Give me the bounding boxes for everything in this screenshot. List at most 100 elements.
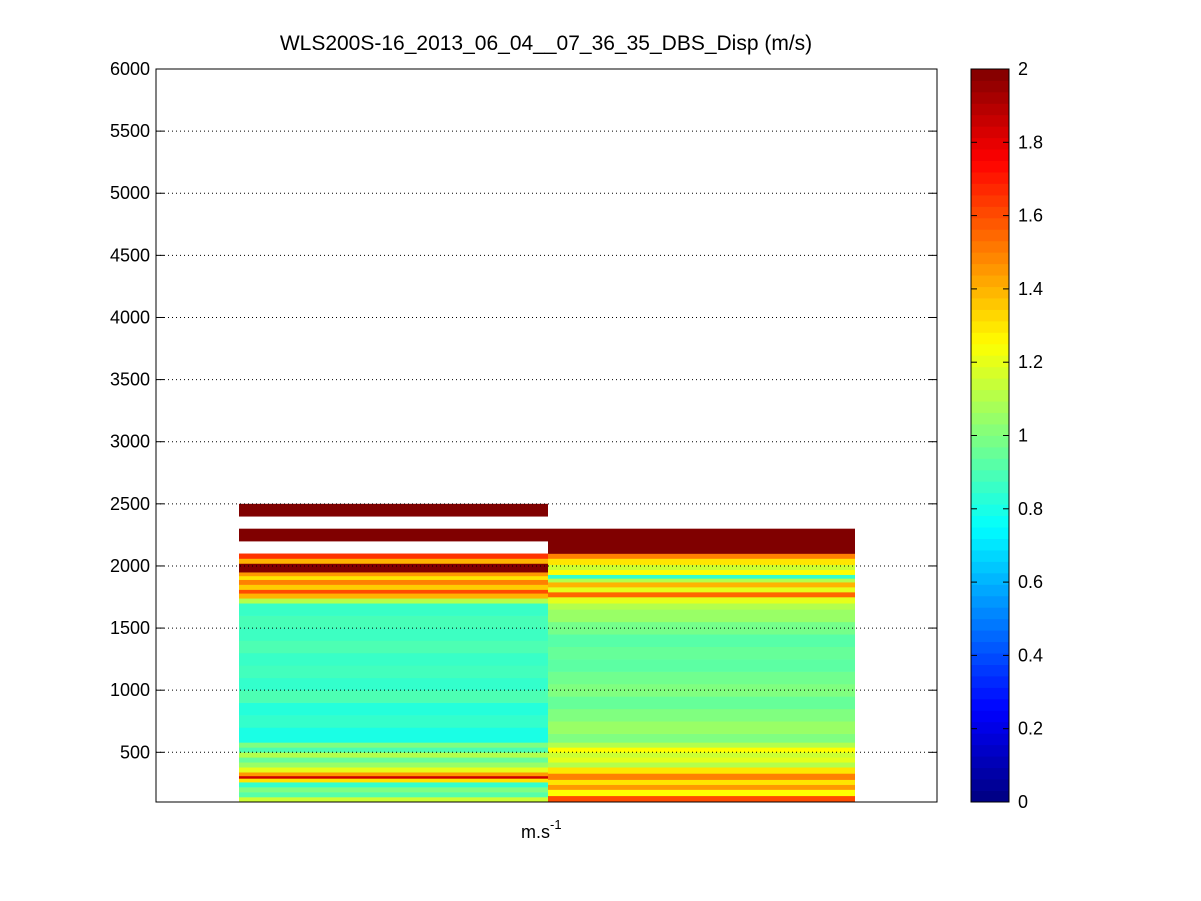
y-tick-label: 4500 [110,245,150,265]
heatmap-cell [239,553,548,559]
heatmap-cell [548,553,855,559]
heatmap-cell [548,621,855,635]
colorbar-step [971,298,1009,310]
colorbar-step [971,275,1009,288]
heatmap-cell [548,578,855,583]
plot-frame [155,68,938,803]
colorbar-step [971,91,1009,104]
colorbar-step [971,744,1009,757]
colorbar-step [971,469,1009,482]
heatmap-cell [548,757,855,763]
heatmap-cell [239,528,548,542]
x-axis-label: m.s-1 [521,817,562,842]
colorbar-step [971,69,1009,81]
heatmap-cell [239,747,548,753]
colorbar-step [971,687,1009,700]
x-axis-label-exponent: -1 [550,817,562,832]
colorbar-step [971,618,1009,631]
heatmap-cell [239,615,548,629]
heatmap-cell [239,575,548,580]
heatmap-cell [239,767,548,773]
colorbar-step [971,103,1009,116]
colorbar-step [971,206,1009,219]
heatmap-cell [548,779,855,785]
heatmap-cell [548,789,855,797]
heatmap-cell [239,762,548,768]
heatmap-cell [548,582,855,588]
y-tick-label: 4000 [110,307,150,327]
heatmap-cell [548,752,855,758]
colorbar-step [971,332,1009,345]
colorbar-step [971,779,1009,791]
colorbar-step [971,504,1009,517]
colorbar-step [971,389,1009,402]
colorbar-step [971,286,1009,299]
heatmap-cell [548,747,855,753]
heatmap-cell [548,795,855,803]
colorbar-step [971,607,1009,620]
y-tick-label: 5500 [110,121,150,141]
colorbar-step [971,653,1009,665]
y-tick-label: 2500 [110,494,150,514]
colorbar-step [971,756,1009,769]
colorbar-tick-label: 1 [1018,426,1028,446]
heatmap-cell [548,609,855,623]
colorbar-step [971,80,1009,93]
heatmap-cell [239,715,548,728]
colorbar-step [971,492,1009,505]
heatmap-cell [548,683,855,697]
heatmap-cell [548,708,855,722]
heatmap-cell [548,592,855,598]
plot-area: 500 1000 1500 2000 2500 3000 3500 4000 4500 5000 5… [110,59,938,803]
heatmap-cell [239,778,548,783]
heatmap-cell [239,503,548,517]
heatmap-cell [548,634,855,648]
colorbar-step [971,721,1009,734]
x-axis-label-base: m.s [521,822,550,842]
colorbar-step [971,515,1009,528]
heatmap-cell [548,564,855,570]
colorbar-step [971,401,1009,413]
heatmap-cell [548,696,855,710]
y-axis-ticks: 500 1000 1500 2000 2500 3000 3500 4000 4500 5000 5… [110,59,937,762]
heatmap-cell [239,558,548,564]
colorbar-step [971,641,1009,654]
y-tick-label: 1500 [110,618,150,638]
colorbar-gradient [971,69,1009,803]
heatmap-cell [239,787,548,793]
colorbar-step [971,126,1009,139]
heatmap-cell [548,558,855,566]
heatmap-cell [239,690,548,703]
heatmap-cell [239,702,548,716]
colorbar-step [971,424,1009,436]
colorbar-tick-label: 0.4 [1018,645,1043,665]
colorbar-step [971,572,1009,585]
colorbar-tick-label: 0.6 [1018,572,1043,592]
colorbar-step [971,710,1009,723]
colorbar-step [971,320,1009,333]
colorbar-step [971,733,1009,746]
colorbar-step [971,435,1009,448]
heatmap-cell [239,782,548,788]
heatmap-cell [239,665,548,679]
colorbar: 0 0.2 0.4 0.6 0.8 1 1.2 1.4 1.6 1.8 2 [970,59,1043,812]
colorbar-step [971,630,1009,643]
colorbar-step [971,595,1009,608]
y-tick-label: 1000 [110,680,150,700]
colorbar-step [971,309,1009,322]
colorbar-step [971,160,1009,173]
heatmap-cell [239,677,548,691]
colorbar-step [971,252,1009,265]
heatmap-cell [548,767,855,774]
colorbar-tick-label: 0 [1018,792,1028,812]
chart-title: WLS200S-16_2013_06_04__07_36_35_DBS_Disp… [280,32,812,55]
colorbar-step [971,366,1009,379]
heatmap-cell [239,727,548,743]
heatmap-cell [548,671,855,685]
colorbar-tick-label: 1.6 [1018,206,1043,226]
colorbar-tick-label: 1.2 [1018,352,1043,372]
heatmap-cell [239,589,548,594]
colorbar-step [971,378,1009,391]
y-tick-label: 5000 [110,183,150,203]
